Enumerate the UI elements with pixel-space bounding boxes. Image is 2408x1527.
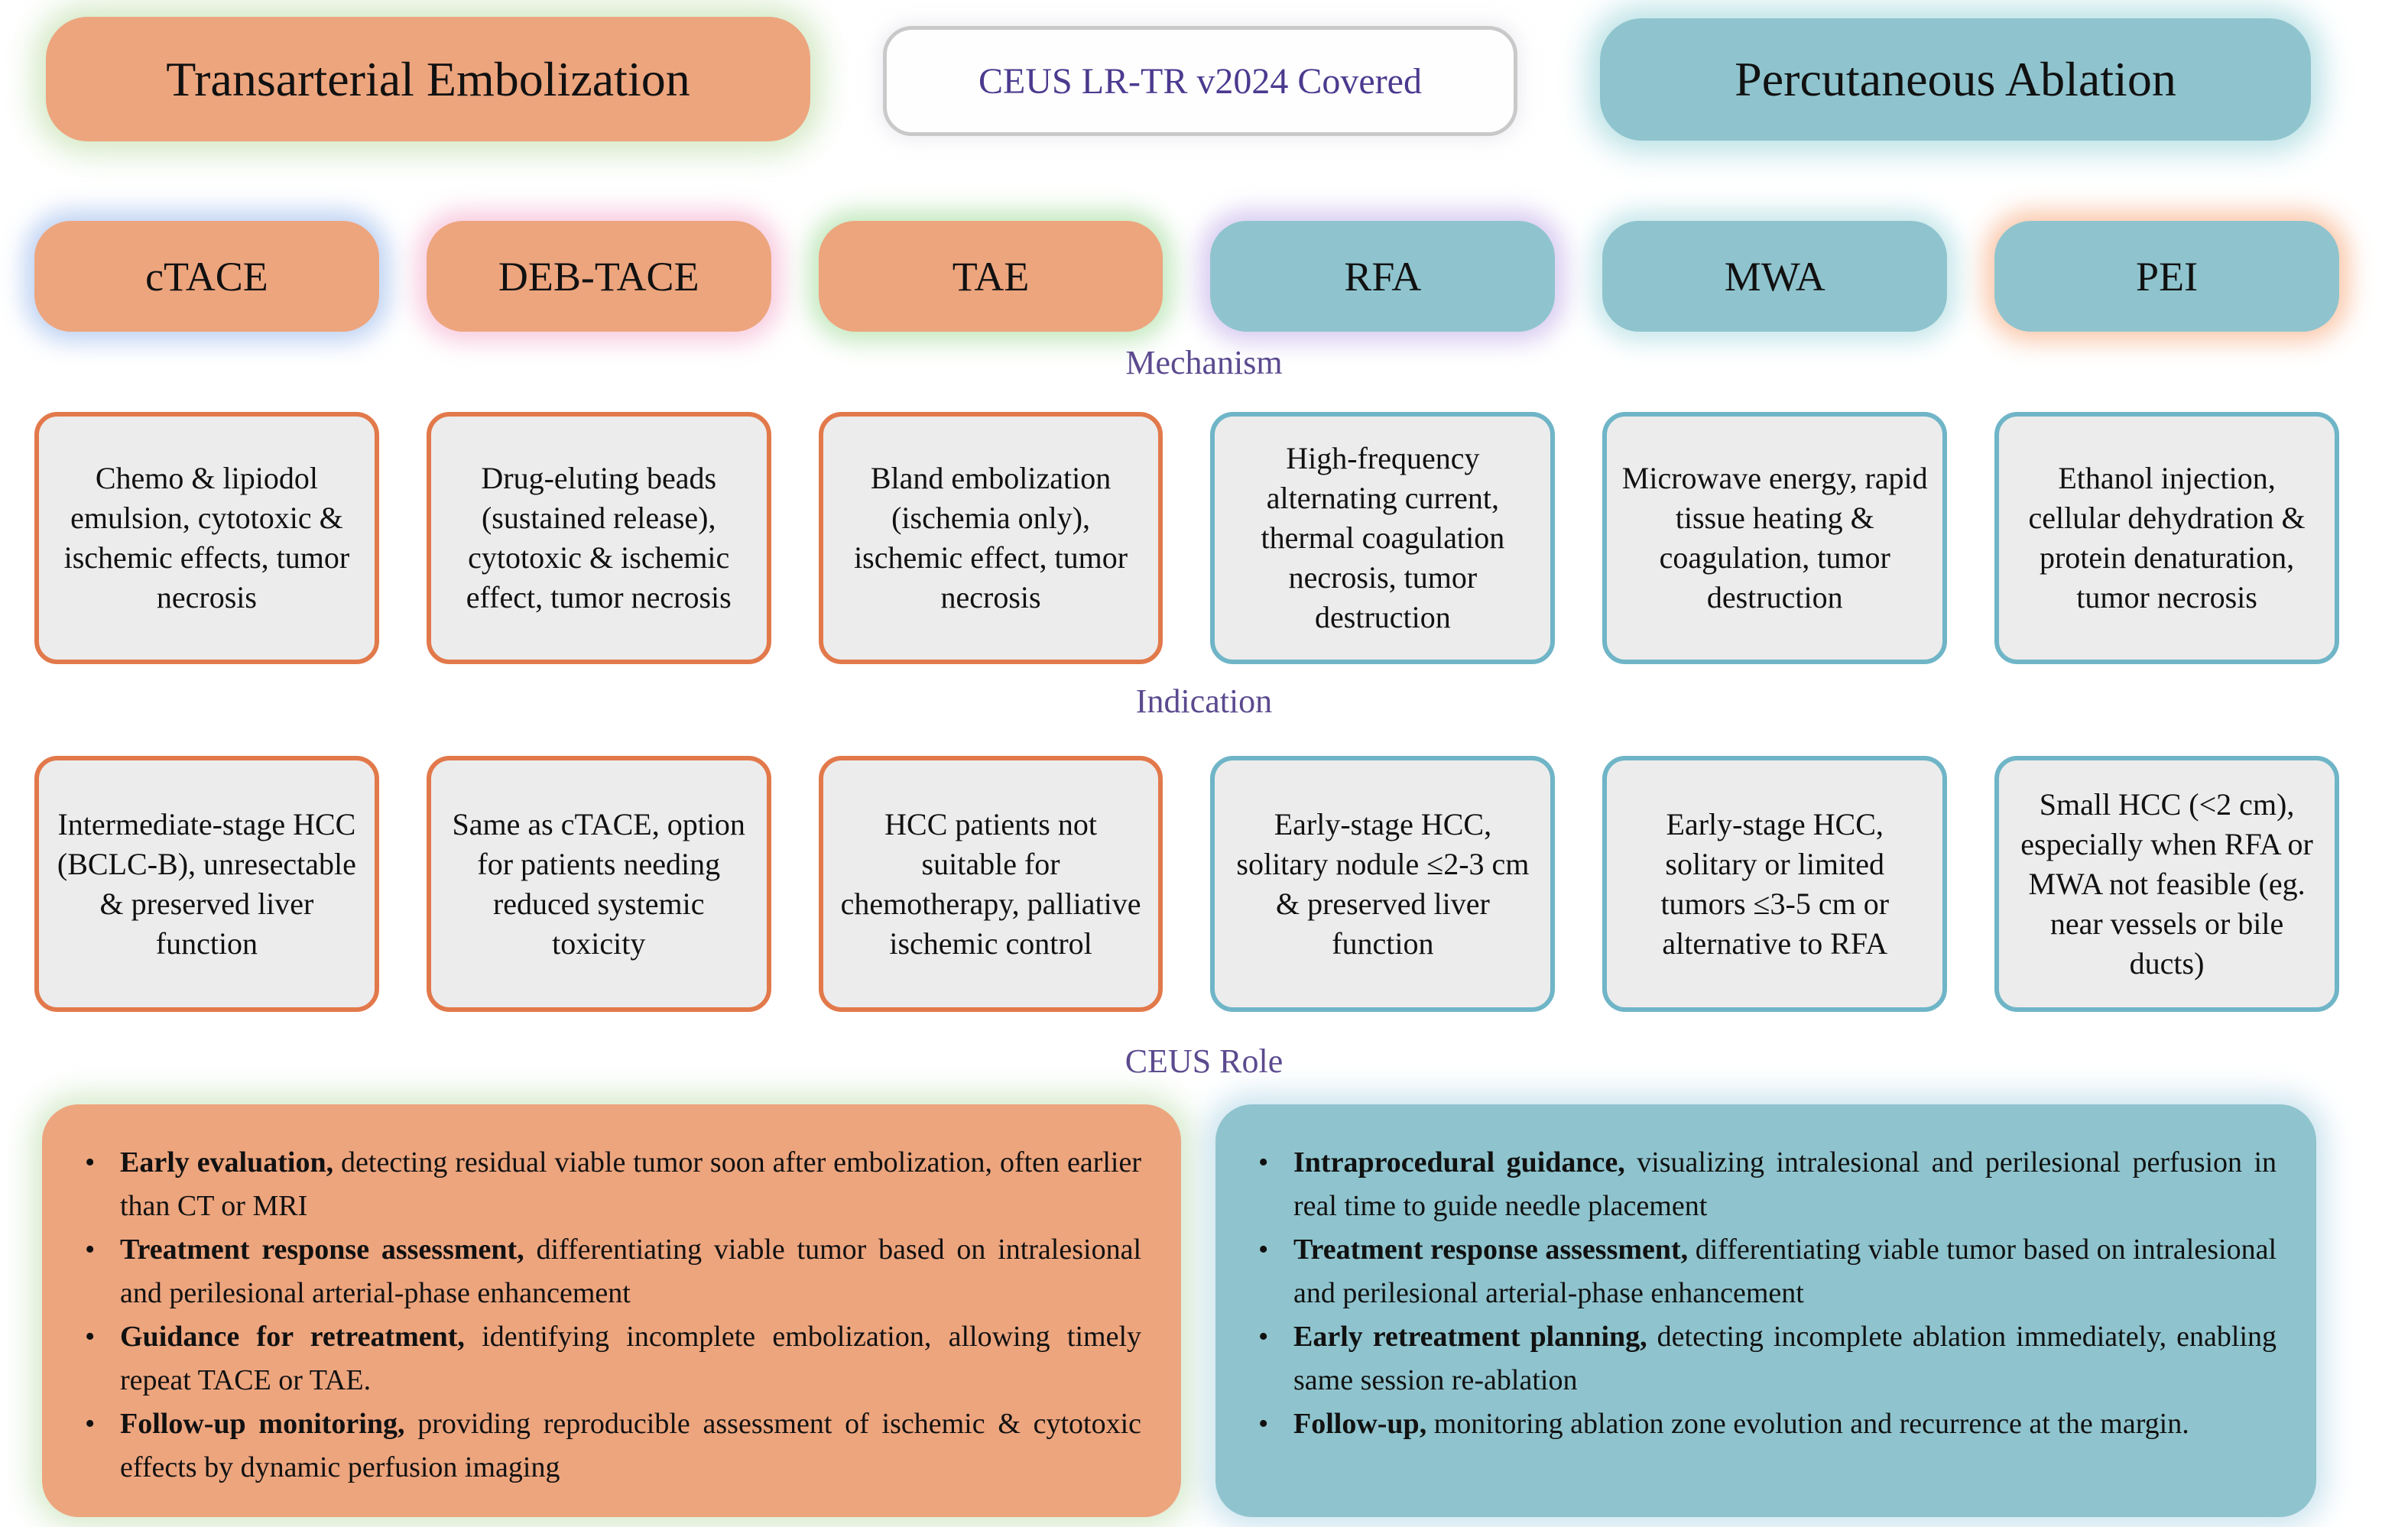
bullet-text: detecting residual viable tumor soon aft… <box>120 1146 1141 1222</box>
bullet-text: differentiating viable tumor based on in… <box>120 1233 1141 1309</box>
therapy-label-deb-tace: DEB-TACE <box>426 221 771 332</box>
indication-row: Intermediate-stage HCC (BCLC-B), unresec… <box>34 756 2339 1013</box>
therapy-label-mwa: MWA <box>1602 221 1948 332</box>
ceus-role-row: Early evaluation, detecting residual via… <box>42 1104 2408 1517</box>
list-item: Treatment response assessment, different… <box>73 1228 1141 1315</box>
bullet-lead: Treatment response assessment, <box>1293 1233 1689 1266</box>
list-item: Guidance for retreatment, identifying in… <box>73 1315 1141 1402</box>
therapy-labels-row: cTACE DEB-TACE TAE RFA MWA PEI <box>34 221 2339 332</box>
indication-ctace: Intermediate-stage HCC (BCLC-B), unresec… <box>34 756 379 1013</box>
therapy-label-rfa: RFA <box>1210 221 1556 332</box>
ceus-role-ablation-list: Intraprocedural guidance, visualizing in… <box>1246 1141 2277 1446</box>
bullet-text: differentiating viable tumor based on in… <box>1293 1233 2277 1309</box>
therapy-label-ctace: cTACE <box>34 221 379 332</box>
list-item: Follow-up monitoring, providing reproduc… <box>73 1402 1141 1490</box>
header-row: Transarterial Embolization CEUS LR-TR v2… <box>46 17 2408 141</box>
indication-tae: HCC patients not suitable for chemothera… <box>818 756 1163 1013</box>
bullet-lead: Early retreatment planning, <box>1293 1320 1647 1353</box>
list-item: Intraprocedural guidance, visualizing in… <box>1246 1141 2277 1228</box>
bullet-lead: Early evaluation, <box>120 1146 334 1178</box>
ceus-role-ablation-box: Intraprocedural guidance, visualizing in… <box>1215 1104 2316 1517</box>
bullet-lead: Treatment response assessment, <box>120 1233 524 1266</box>
therapy-label-pei: PEI <box>1994 221 2339 332</box>
mechanism-mwa: Microwave energy, rapid tissue heating &… <box>1602 411 1948 664</box>
bullet-lead: Follow-up, <box>1293 1407 1427 1440</box>
section-label-indication: Indication <box>1135 682 1273 720</box>
ceus-lrtr-badge: CEUS LR-TR v2024 Covered <box>883 26 1517 136</box>
bullet-lead: Guidance for retreatment, <box>120 1320 465 1353</box>
ceus-role-embolization-list: Early evaluation, detecting residual via… <box>73 1141 1141 1490</box>
mechanism-rfa: High-frequency alternating current, ther… <box>1210 411 1556 664</box>
bullet-lead: Follow-up monitoring, <box>120 1407 405 1440</box>
list-item: Early evaluation, detecting residual via… <box>73 1141 1141 1228</box>
mechanism-ctace: Chemo & lipiodol emulsion, cytotoxic & i… <box>34 411 379 664</box>
bullet-text: detecting incomplete ablation immediatel… <box>1293 1320 2277 1396</box>
indication-mwa: Early-stage HCC, solitary or limited tum… <box>1602 756 1948 1013</box>
section-label-mechanism: Mechanism <box>1125 344 1283 381</box>
indication-deb-tace: Same as cTACE, option for patients needi… <box>426 756 771 1013</box>
indication-pei: Small HCC (<2 cm), especially when RFA o… <box>1994 756 2339 1013</box>
section-label-ceus-role: CEUS Role <box>1124 1042 1284 1081</box>
ceus-role-embolization-box: Early evaluation, detecting residual via… <box>42 1104 1181 1517</box>
bullet-text: providing reproducible assessment of isc… <box>120 1407 1142 1483</box>
list-item: Follow-up, monitoring ablation zone evol… <box>1246 1402 2277 1446</box>
list-item: Treatment response assessment, different… <box>1246 1228 2277 1315</box>
mechanism-pei: Ethanol injection, cellular dehydration … <box>1994 411 2339 664</box>
bullet-text: monitoring ablation zone evolution and r… <box>1433 1407 2189 1440</box>
list-item: Early retreatment planning, detecting in… <box>1246 1315 2277 1402</box>
mechanism-row: Chemo & lipiodol emulsion, cytotoxic & i… <box>34 411 2339 664</box>
header-transarterial-embolization: Transarterial Embolization <box>46 17 810 141</box>
bullet-text: identifying incomplete embolization, all… <box>120 1320 1142 1396</box>
mechanism-deb-tace: Drug-eluting beads (sustained release), … <box>426 411 771 664</box>
therapy-label-tae: TAE <box>818 221 1163 332</box>
bullet-text: visualizing intralesional and perilesion… <box>1293 1146 2277 1222</box>
mechanism-tae: Bland embolization (ischemia only), isch… <box>818 411 1163 664</box>
indication-rfa: Early-stage HCC, solitary nodule ≤2-3 cm… <box>1210 756 1556 1013</box>
bullet-lead: Intraprocedural guidance, <box>1293 1146 1625 1178</box>
header-percutaneous-ablation: Percutaneous Ablation <box>1600 18 2311 141</box>
